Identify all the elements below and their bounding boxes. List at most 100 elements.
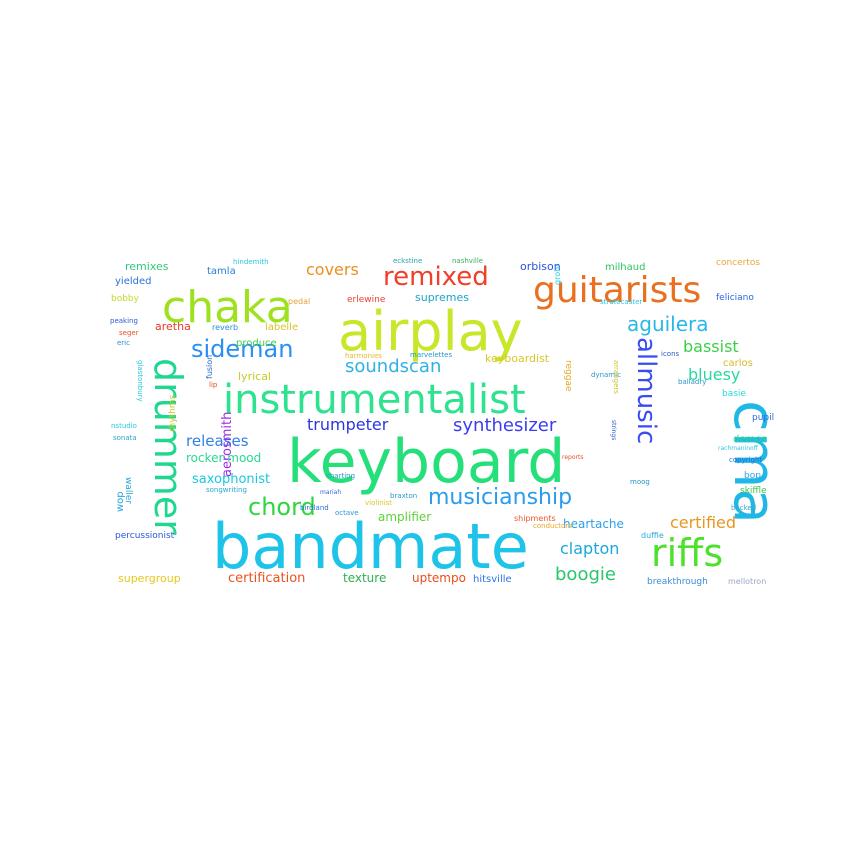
word: carlos [723, 358, 753, 369]
word: mellotron [728, 577, 766, 586]
word: bassist [683, 337, 739, 356]
word: strings [610, 420, 617, 440]
word: arrangers [612, 360, 620, 394]
word: heartache [563, 517, 624, 531]
word: mariah [320, 489, 341, 496]
word: chaka [162, 282, 293, 333]
word: supremes [415, 291, 469, 304]
word: eckstine [393, 257, 422, 265]
word: hitsville [473, 574, 512, 585]
word: saxophonist [192, 472, 270, 487]
word: uptempo [412, 571, 466, 585]
word: allmusic [631, 337, 661, 444]
word: reverb [212, 323, 238, 332]
word: songwriting [206, 486, 247, 494]
word: charting [326, 472, 355, 480]
word: bandmate [212, 510, 529, 583]
word: sonata [113, 434, 137, 442]
word: bluesy [688, 365, 740, 384]
word: airplay [338, 300, 523, 363]
word: lyrical [238, 370, 271, 383]
word: percussionist [115, 531, 175, 541]
word: shipments [514, 514, 556, 523]
word: fusion [205, 355, 214, 379]
word: remixed [383, 262, 489, 292]
word: aretha [155, 320, 191, 333]
word: aerosmith [220, 412, 235, 477]
word: skiffle [740, 486, 767, 496]
word: wop [115, 491, 126, 512]
word: labelle [265, 322, 298, 333]
word: pedal [288, 297, 310, 306]
word: reggae [563, 360, 573, 392]
word: tamla [207, 266, 236, 277]
word: reports [562, 454, 583, 461]
word: breakthrough [647, 577, 708, 587]
word: synthesizer [453, 415, 557, 436]
word: riffs [651, 531, 723, 575]
word: backed [731, 504, 756, 512]
word: guitarists [533, 270, 701, 311]
word: seger [119, 329, 139, 337]
word: covers [306, 260, 359, 279]
word: milhaud [605, 262, 645, 273]
word: sideman [191, 335, 293, 363]
word: waller [123, 477, 133, 504]
word: chord [248, 493, 316, 521]
word: demos [733, 434, 767, 445]
word: glastonbury [136, 360, 144, 402]
word: keyboardist [485, 352, 550, 365]
word: cma [721, 400, 789, 524]
word: remixes [125, 260, 169, 273]
word: keyboard [287, 427, 565, 497]
word: duffie [641, 531, 664, 540]
word: drummer [146, 358, 190, 535]
word: releases [186, 432, 249, 450]
word: rocker mood [186, 451, 261, 465]
word: instrumentalist [223, 377, 526, 423]
word: violinist [365, 499, 392, 507]
word: octave [335, 509, 359, 517]
word: soundscan [345, 356, 441, 377]
word: certification [228, 571, 305, 586]
word: grohl [553, 265, 562, 285]
word: lip [209, 381, 218, 389]
word: certified [670, 513, 736, 532]
word: basie [722, 389, 746, 399]
word: harmonies [345, 352, 382, 360]
word: produce [236, 338, 277, 349]
word: braxton [390, 492, 417, 500]
word: bop [744, 471, 761, 481]
word: pupil [752, 413, 774, 423]
word: orbison [520, 260, 561, 273]
word: musicianship [428, 485, 572, 510]
word: copyright [729, 456, 762, 464]
word: rachmaninoff [718, 445, 759, 452]
word: nstudio [111, 422, 137, 430]
word: eric [117, 339, 130, 347]
word: trumpeter [307, 415, 389, 434]
word: marvelettes [410, 351, 452, 359]
word: concertos [716, 258, 760, 268]
word: icons [661, 350, 680, 358]
word: erlewine [347, 295, 386, 305]
word: hindemith [233, 258, 269, 266]
word: conductors [533, 522, 572, 530]
word: balladry [678, 378, 706, 386]
word: nashville [452, 257, 483, 265]
word: rhythms [168, 394, 178, 432]
word: birdland [300, 504, 329, 512]
word: boogie [555, 564, 616, 585]
word: clapton [560, 539, 619, 558]
word: texture [343, 571, 386, 585]
word: moog [630, 478, 650, 486]
word: amplifier [378, 510, 431, 524]
word: yielded [115, 276, 151, 287]
word: bobby [111, 294, 140, 304]
word: stratocaster [600, 298, 642, 306]
word: peaking [110, 317, 138, 325]
word: supergroup [118, 572, 181, 585]
word: dynamic [591, 371, 621, 379]
word: feliciano [716, 293, 754, 303]
